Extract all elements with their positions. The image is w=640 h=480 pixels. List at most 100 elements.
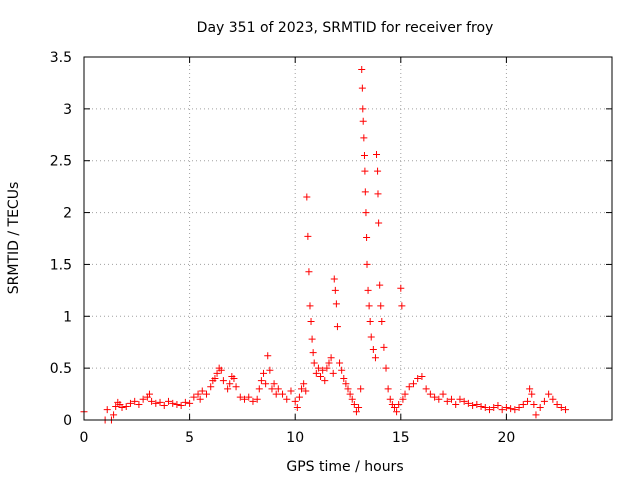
data-point [103,406,111,414]
data-point [302,387,310,395]
data-point [139,395,147,403]
data-point [431,393,439,401]
data-point [398,302,406,310]
data-point [190,393,198,401]
y-tick-label: 2.5 [50,154,72,170]
data-point [358,84,366,92]
data-point [329,369,337,377]
data-point [217,366,225,374]
data-point [344,385,352,393]
data-point [395,400,403,408]
data-point [562,406,570,414]
data-point [469,401,477,409]
data-point [409,380,417,388]
data-point [309,349,317,357]
data-point [131,397,139,405]
data-point [112,403,120,411]
data-point [494,401,502,409]
data-point [382,364,390,372]
data-point [346,390,354,398]
x-tick-label: 20 [497,430,515,446]
data-point [253,395,261,403]
data-point [528,390,536,398]
data-point [236,393,244,401]
data-point [245,393,253,401]
data-point [314,364,322,372]
data-point [393,408,401,416]
data-point [532,411,540,419]
data-point [397,284,405,292]
data-point [194,390,202,398]
data-point [526,385,534,393]
data-point [367,333,375,341]
data-point [373,150,381,158]
data-point [498,406,506,414]
data-point [426,390,434,398]
data-point [135,400,143,408]
data-point [293,404,301,412]
data-point [186,399,194,407]
data-point [268,385,276,393]
data-point [338,366,346,374]
data-point [312,369,320,377]
data-point [530,400,538,408]
data-point [524,397,532,405]
data-point [257,377,265,385]
data-point [352,408,360,416]
data-point [502,404,510,412]
data-point [361,188,369,196]
data-point [331,286,339,294]
data-point [249,397,257,405]
data-point [443,397,451,405]
data-point [378,317,386,325]
data-point [362,209,370,217]
y-tick-label: 2 [63,206,72,222]
data-point [386,395,394,403]
data-point [327,354,335,362]
data-point [536,404,544,412]
data-point [348,395,356,403]
data-point [363,260,371,268]
data-point [295,393,303,401]
data-point [145,390,153,398]
data-point [202,390,210,398]
data-point [364,286,372,294]
data-point [553,400,561,408]
data-point [375,219,383,227]
data-point [414,375,422,383]
y-tick-label: 1 [63,309,72,325]
y-tick-label: 1.5 [50,257,72,273]
data-point [363,233,371,241]
data-point [549,395,557,403]
data-point [241,395,249,403]
y-tick-label: 3.5 [50,50,72,66]
data-point [350,400,358,408]
data-point [507,405,515,413]
data-point [270,380,278,388]
data-point [262,380,270,388]
data-point [359,117,367,125]
data-point [333,323,341,331]
data-point [399,395,407,403]
data-point [308,335,316,343]
data-point [360,152,368,160]
x-tick-label: 5 [185,430,194,446]
y-tick-label: 0 [63,413,72,429]
data-point [374,167,382,175]
data-point [511,406,519,414]
data-point [279,390,287,398]
data-point [374,190,382,198]
data-point [207,383,215,391]
data-point [545,390,553,398]
data-point [211,375,219,383]
data-point [405,383,413,391]
data-point [336,359,344,367]
data-point [359,105,367,113]
grid [84,57,612,420]
chart-title: Day 351 of 2023, SRMTID for receiver fro… [197,20,494,36]
data-point [300,380,308,388]
x-axis-label: GPS time / hours [286,459,403,475]
data-point [358,65,366,73]
data-point [365,302,373,310]
data-point [361,167,369,175]
